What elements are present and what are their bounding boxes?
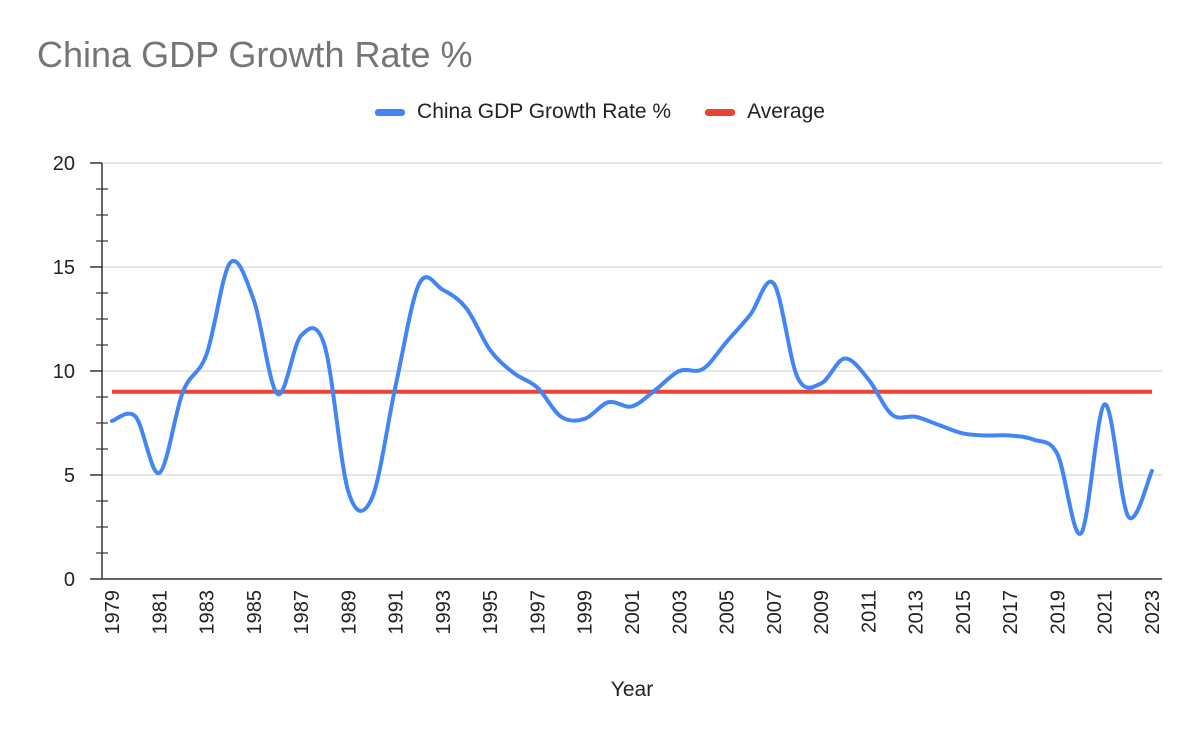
x-tick-label: 1995 [480, 590, 502, 635]
x-tick-label: 2023 [1142, 590, 1164, 635]
x-tick-label: 2013 [906, 590, 928, 635]
legend-item-gdp[interactable]: China GDP Growth Rate % [375, 100, 671, 124]
x-tick-label: 1997 [527, 590, 549, 635]
x-axis-title: Year [610, 678, 654, 701]
legend-label-gdp: China GDP Growth Rate % [417, 100, 672, 123]
y-tick-label: 0 [64, 569, 75, 591]
x-tick-label: 1985 [244, 590, 266, 635]
legend-swatch-average [705, 108, 736, 116]
x-tick-label: 2005 [717, 590, 739, 635]
x-tick-label: 2017 [1000, 590, 1022, 635]
x-tick-label: 1989 [338, 590, 360, 635]
x-tick-label: 2003 [669, 590, 691, 635]
x-tick-label: 1991 [386, 590, 408, 635]
x-tick-label: 2009 [811, 590, 833, 635]
x-tick-label: 2021 [1095, 590, 1117, 635]
x-tick-label: 2007 [764, 590, 786, 635]
x-tick-label: 1999 [575, 590, 597, 635]
x-tick-label: 1979 [102, 590, 124, 635]
series-line-gdp [110, 258, 1154, 536]
x-tick-label: 2015 [953, 590, 975, 635]
x-tick-label: 1983 [197, 590, 219, 635]
legend-swatch-gdp [375, 108, 406, 116]
x-tick-label: 1993 [433, 590, 455, 635]
y-tick-label: 5 [64, 465, 75, 487]
legend-label-average: Average [747, 100, 825, 123]
y-tick-label: 15 [53, 257, 75, 279]
legend-item-average[interactable]: Average [705, 100, 825, 124]
x-tick-label: 1981 [149, 590, 171, 635]
x-tick-label: 2019 [1047, 590, 1069, 635]
x-tick-label: 1987 [291, 590, 313, 635]
chart-title: China GDP Growth Rate % [37, 34, 473, 75]
x-tick-label: 2001 [622, 590, 644, 635]
y-tick-label: 20 [53, 153, 75, 175]
y-tick-label: 10 [53, 361, 75, 383]
legend: China GDP Growth Rate % Average [0, 100, 1200, 124]
x-tick-label: 2011 [858, 590, 880, 633]
